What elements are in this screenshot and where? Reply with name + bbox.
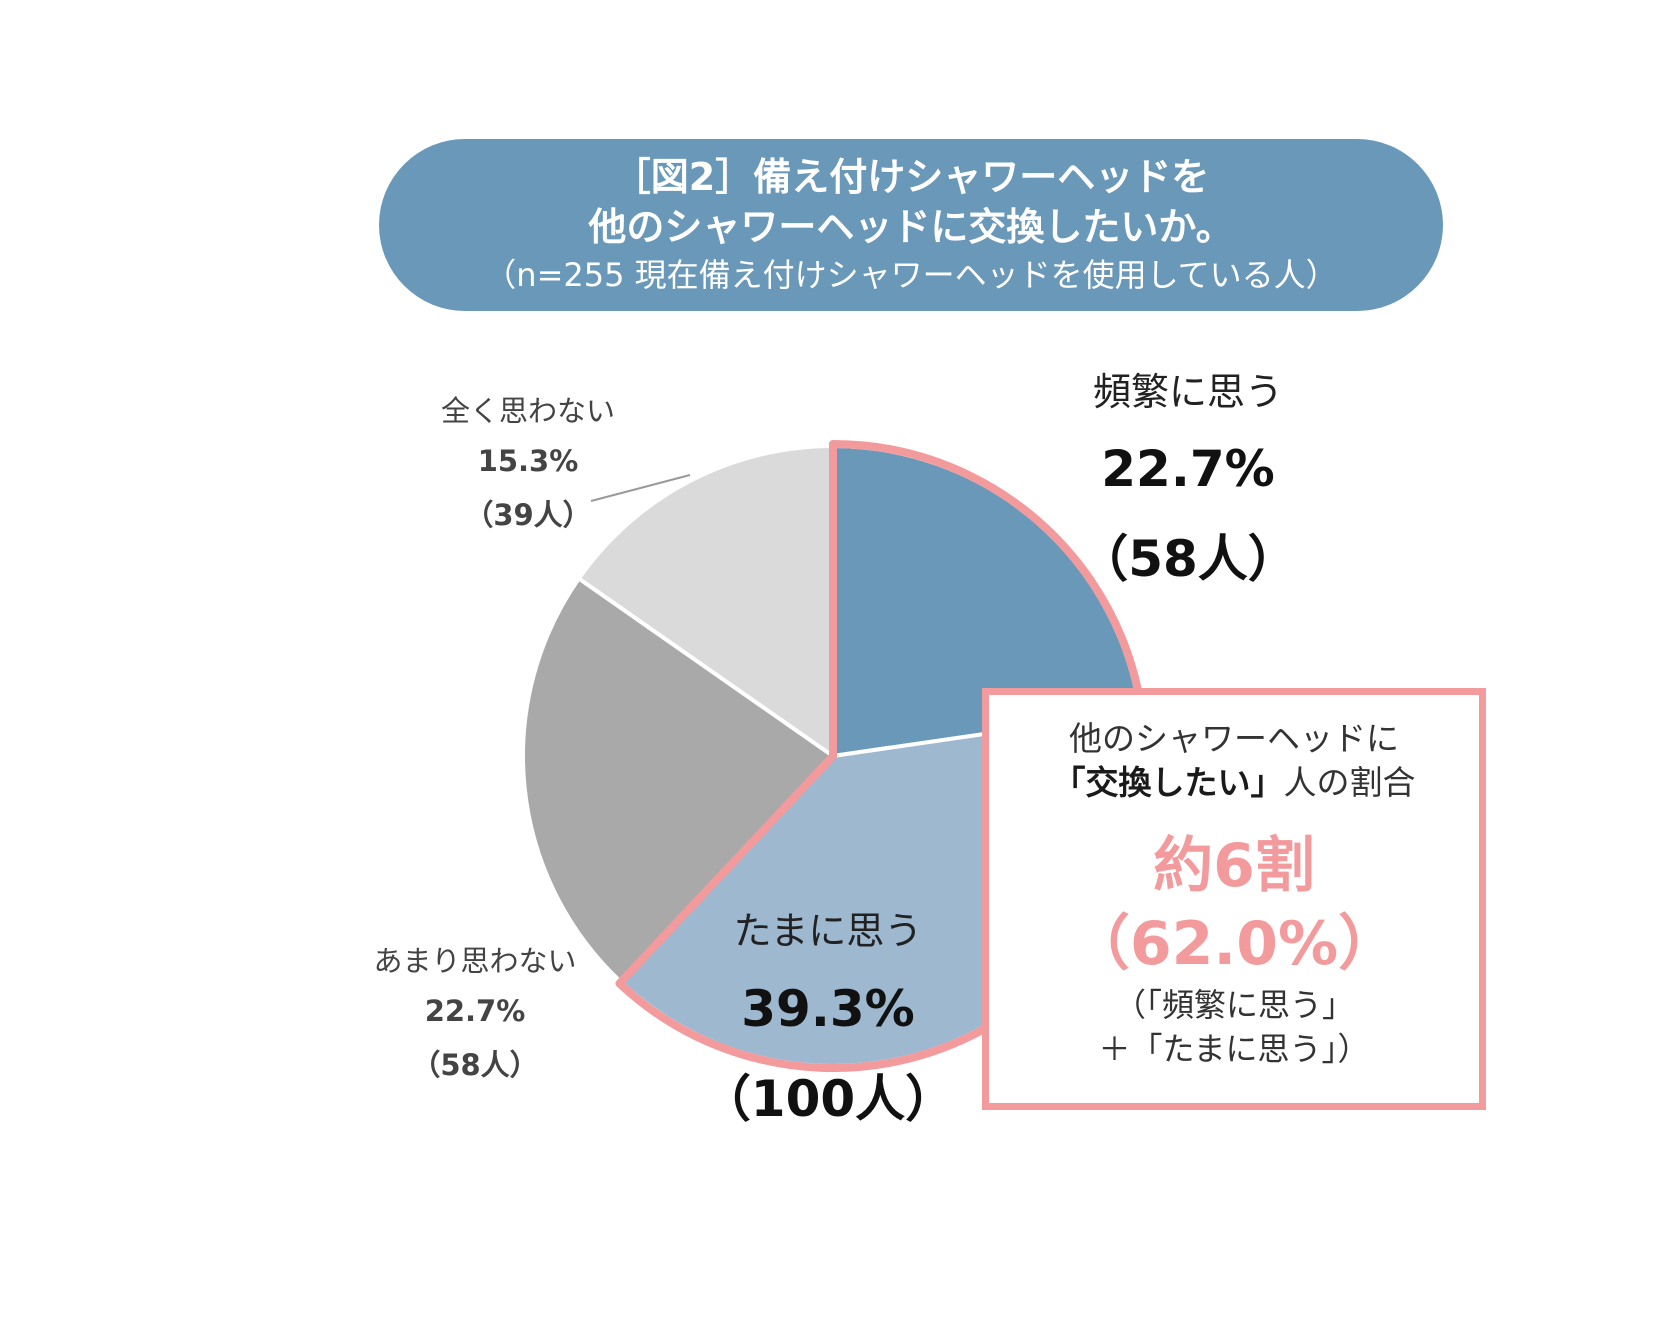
slice-category-tamani: たまに思う [733,909,923,953]
chart-subtitle: （n=255 現在備え付けシャワーヘッドを使用している人） [484,256,1338,294]
slice-label-tamani: たまに思う 39.3% （100人） [688,898,968,1144]
slice-category-amari: あまり思わない [373,944,577,978]
summary-callout-box: 他のシャワーヘッドに 「交換したい」人の割合 約6割 （62.0%） （「頻繁に… [982,688,1486,1110]
pie-slice-amari [521,575,837,985]
slice-label-zenku: 全く思わない 15.3% （39人） [418,388,638,542]
slice-count-tamani: （100人） [700,1070,956,1128]
callout-percent: （62.0%） [1069,909,1399,979]
slice-label-hinpan: 頻繁に思う 22.7% （58人） [1048,360,1328,604]
callout-note2: ＋「たまに思う」） [1098,1030,1370,1068]
slice-category-zenku: 全く思わない [440,394,615,428]
slice-value-amari: 22.7% [424,994,526,1028]
slice-count-zenku: （39人） [464,498,592,532]
slice-count-amari: （58人） [411,1048,539,1082]
slice-category-hinpan: 頻繁に思う [1092,370,1283,414]
callout-line2: 「交換したい」人の割合 [989,761,1479,805]
pie-slice-zenku [576,443,835,760]
callout-line2-rest: 人の割合 [1283,763,1416,802]
slice-value-zenku: 15.3% [477,444,579,478]
callout-line1: 他のシャワーヘッドに [1069,719,1399,758]
slice-value-hinpan: 22.7% [1101,440,1275,498]
slice-count-hinpan: （58人） [1078,530,1298,588]
callout-note1: （「頻繁に思う」 [1113,986,1354,1024]
chart-title-line2: 他のシャワーヘッドに交換したいか。 [588,205,1234,249]
leader-line-zenku [590,474,691,502]
callout-ratio: 約6割 [1153,831,1315,901]
chart-title-banner: ［図2］備え付けシャワーヘッドを 他のシャワーヘッドに交換したいか。 （n=25… [379,139,1443,311]
callout-line2-bold: 「交換したい」 [1052,763,1284,802]
chart-title-line1: ［図2］備え付けシャワーヘッドを [612,155,1210,199]
slice-label-amari: あまり思わない 22.7% （58人） [355,938,595,1092]
slice-value-tamani: 39.3% [741,980,915,1038]
